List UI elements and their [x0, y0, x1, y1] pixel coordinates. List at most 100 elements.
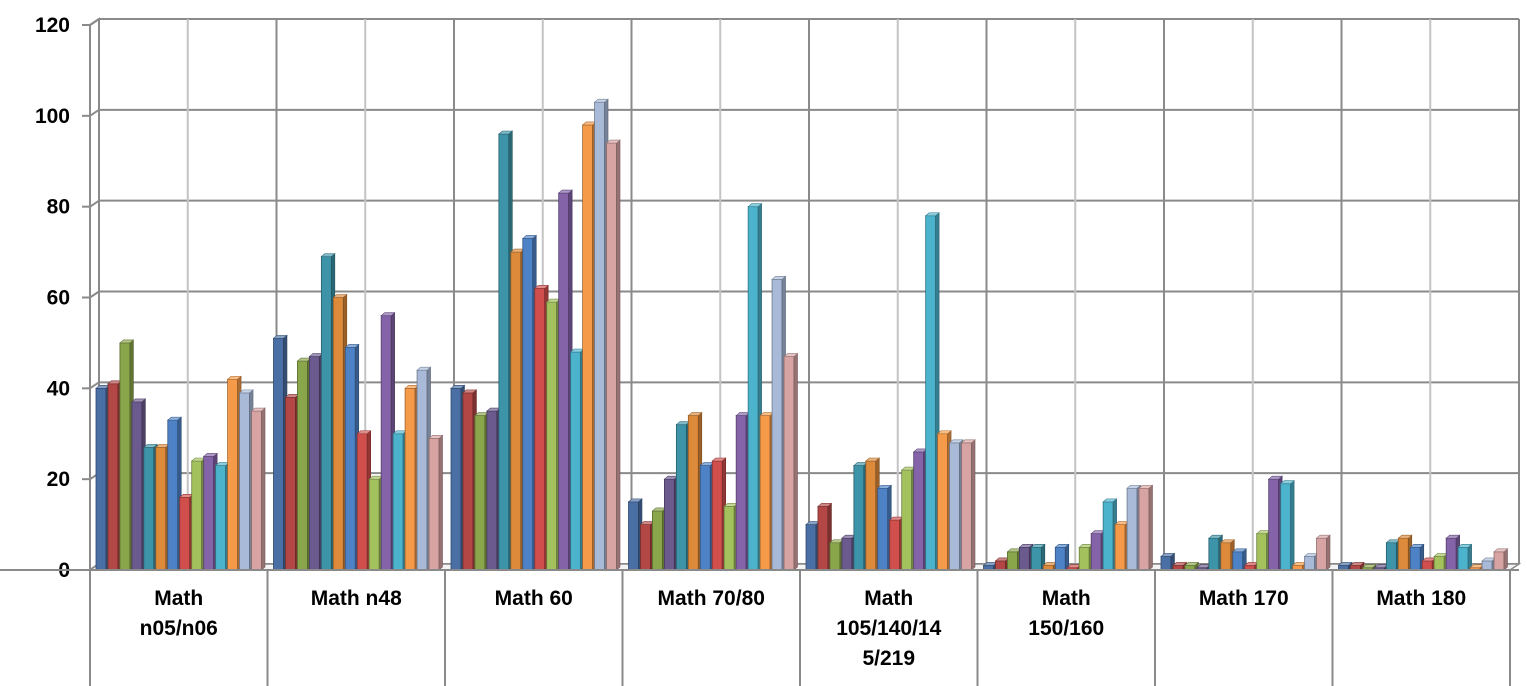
bar-front-face — [913, 451, 925, 571]
category-label: Math 60 — [495, 587, 573, 610]
category-label-line: n05/n06 — [140, 617, 218, 640]
bar-front-face — [711, 460, 723, 571]
bar-top-face — [250, 407, 266, 412]
bar — [320, 252, 336, 571]
bar-top-face — [462, 389, 478, 394]
bar — [392, 430, 408, 571]
bar-front-face — [558, 192, 570, 571]
bar-top-face — [747, 203, 763, 207]
bar-front-face — [227, 378, 238, 571]
bar — [1493, 548, 1509, 571]
bar — [1291, 561, 1307, 571]
y-tick-label: 100 — [35, 105, 70, 128]
bar-front-face — [1256, 533, 1268, 571]
bar — [1042, 561, 1058, 571]
bar-front-face — [368, 478, 380, 571]
category-label-line: 5/219 — [862, 647, 915, 670]
bar — [272, 334, 288, 571]
bar — [416, 366, 432, 571]
bar — [699, 461, 715, 571]
bar — [865, 457, 881, 571]
bar-front-face — [675, 424, 687, 571]
bar-front-face — [1316, 537, 1327, 571]
bar — [1114, 520, 1130, 571]
bar — [308, 352, 324, 571]
bar-front-face — [889, 519, 901, 571]
bar-front-face — [1220, 542, 1232, 571]
bar — [1054, 543, 1070, 571]
bar-front-face — [1232, 551, 1244, 571]
bar-front-face — [735, 415, 747, 571]
bar-front-face — [486, 410, 498, 571]
bar-front-face — [829, 542, 841, 571]
bar — [771, 275, 787, 571]
bar-top-face — [202, 453, 218, 457]
bar-top-face — [1208, 534, 1224, 539]
bar-front-face — [1007, 551, 1018, 571]
gridline-side — [89, 109, 100, 117]
bar-top-face — [428, 434, 444, 439]
bar-front-face — [1138, 487, 1150, 571]
bar-top-face — [1445, 534, 1461, 539]
category-label: Math 180 — [1376, 587, 1466, 610]
bar — [131, 398, 147, 571]
bar-front-face — [239, 392, 250, 571]
bar-front-face — [1018, 546, 1030, 571]
y-tick-label: 20 — [47, 468, 70, 491]
bar — [557, 189, 573, 571]
bar-top-face — [119, 339, 135, 344]
bar-top-face — [1172, 562, 1188, 566]
bar — [888, 516, 905, 571]
bar — [450, 384, 466, 571]
bar-top-face — [1457, 543, 1473, 548]
bar-top-face — [1138, 484, 1154, 489]
bar-top-face — [272, 335, 288, 339]
bar-top-face — [380, 312, 396, 316]
bar-front-face — [95, 387, 107, 571]
bar-top-face — [1409, 543, 1425, 548]
bar — [841, 534, 857, 571]
category-label-line: Math — [154, 587, 203, 610]
bar — [1231, 548, 1248, 571]
category-label: Math n48 — [311, 587, 402, 610]
bar — [1018, 543, 1034, 571]
bar-top-face — [166, 416, 183, 421]
bar-side-face — [793, 352, 798, 571]
category-label: Math 150/160 — [1028, 587, 1104, 640]
bar — [284, 393, 300, 571]
category-label: Math n05/n06 — [140, 587, 218, 640]
bar-front-face — [925, 215, 937, 571]
bar — [1349, 561, 1365, 571]
bar-front-face — [1397, 537, 1409, 571]
bar-top-face — [817, 503, 833, 507]
bar-top-face — [627, 498, 643, 503]
bar-front-face — [1457, 546, 1469, 571]
bar-front-face — [320, 256, 332, 571]
bar-front-face — [1114, 524, 1126, 571]
bar — [805, 520, 821, 571]
bar-front-face — [404, 387, 416, 571]
bar — [924, 212, 940, 571]
category-label-line: Math 70/80 — [658, 587, 765, 610]
category-label-line: Math — [1042, 587, 1091, 610]
bar-front-face — [771, 278, 783, 571]
bar — [1445, 534, 1461, 571]
bar-side-face — [438, 434, 443, 571]
bar — [605, 139, 621, 571]
bar — [1457, 543, 1473, 571]
bar-front-face — [203, 456, 215, 571]
bar-top-face — [416, 366, 432, 371]
bar-side-face — [1503, 548, 1508, 571]
bar-top-face — [687, 412, 703, 416]
bar — [119, 339, 135, 571]
bar — [1126, 484, 1142, 571]
bar-front-face — [450, 387, 462, 571]
bar-front-face — [1208, 537, 1220, 571]
bar — [190, 457, 206, 571]
bar-top-face — [1267, 475, 1283, 480]
bar — [1255, 530, 1271, 571]
bar-top-face — [924, 212, 940, 217]
bar-top-face — [1231, 548, 1248, 553]
bar-front-face — [1433, 555, 1445, 571]
